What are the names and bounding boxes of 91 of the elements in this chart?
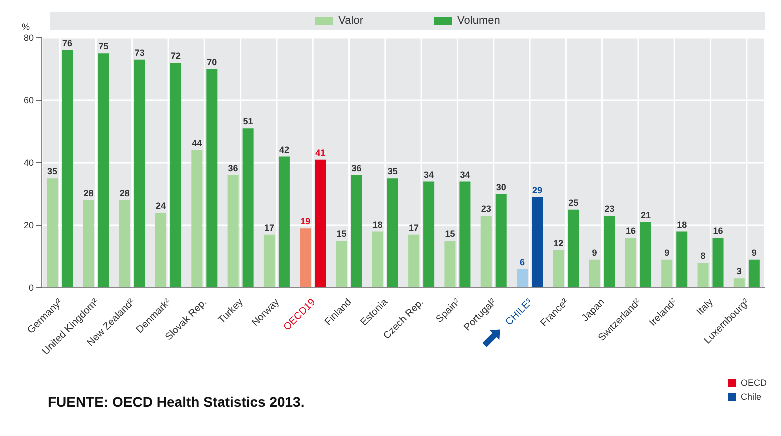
- legend-label: Volumen: [456, 15, 500, 27]
- bar: [408, 234, 420, 288]
- y-tick-label: 80: [24, 33, 34, 44]
- data-label: 42: [279, 144, 290, 155]
- bar: [300, 228, 312, 288]
- bar: [517, 269, 528, 288]
- data-label: 15: [445, 229, 456, 240]
- bar: [387, 178, 398, 288]
- bar: [553, 250, 564, 288]
- data-label: 17: [409, 222, 420, 233]
- data-label: 35: [388, 166, 398, 177]
- data-label: 28: [84, 188, 94, 198]
- bar: [424, 182, 435, 288]
- data-label: 76: [62, 38, 73, 48]
- y-tick-label: 20: [24, 220, 34, 231]
- bar: [119, 200, 130, 288]
- data-label: 21: [640, 210, 651, 220]
- data-label: 17: [264, 222, 274, 233]
- bar: [604, 216, 616, 288]
- bar: [228, 176, 239, 288]
- data-label: 18: [677, 220, 688, 230]
- bar: [444, 241, 456, 288]
- legend-label: Valor: [338, 15, 364, 27]
- data-label: 34: [460, 170, 470, 180]
- data-label: 12: [554, 238, 564, 248]
- data-label: 16: [626, 226, 636, 236]
- y-tick-label: 0: [28, 283, 34, 294]
- data-label: 35: [48, 166, 58, 177]
- bar: [47, 178, 58, 288]
- bar: [748, 260, 760, 288]
- bar: [134, 60, 146, 288]
- bar: [372, 232, 384, 288]
- bar: [98, 54, 110, 288]
- data-label: 36: [228, 164, 238, 174]
- bar: [62, 50, 74, 288]
- data-label: 6: [520, 257, 526, 268]
- data-label: 25: [568, 198, 579, 208]
- data-label: 72: [171, 51, 182, 61]
- data-label: 28: [120, 188, 130, 198]
- data-label: 8: [700, 251, 706, 261]
- bar: [640, 222, 652, 288]
- data-label: 34: [424, 170, 434, 180]
- data-label: 9: [752, 248, 757, 258]
- bar: [662, 260, 673, 288]
- bar: [698, 263, 709, 288]
- text: OECD: [740, 378, 767, 388]
- bar: [206, 69, 218, 288]
- bar: [625, 238, 636, 288]
- data-label: 41: [316, 148, 326, 158]
- text: Chile: [740, 392, 762, 402]
- data-label: 70: [207, 57, 218, 68]
- data-label: 18: [372, 220, 383, 230]
- data-label: 30: [496, 182, 506, 192]
- data-label: 23: [604, 204, 615, 214]
- data-label: 16: [713, 226, 724, 236]
- data-label: 3: [736, 266, 742, 277]
- y-tick-label: 40: [24, 158, 34, 168]
- bar: [351, 176, 362, 288]
- bar: [676, 232, 688, 288]
- bar: [264, 234, 275, 288]
- data-label: 19: [300, 216, 311, 227]
- data-label: 24: [156, 201, 166, 211]
- y-tick-label: 60: [24, 96, 34, 106]
- bar: [192, 150, 203, 288]
- data-label: 44: [192, 138, 202, 148]
- bar: [170, 63, 182, 288]
- y-axis-title: %: [22, 22, 30, 32]
- bar: [589, 260, 600, 288]
- data-label: 23: [481, 204, 492, 214]
- data-label: 9: [664, 248, 670, 258]
- data-label: 75: [98, 42, 109, 52]
- bar: [712, 238, 724, 288]
- bar: [460, 182, 471, 288]
- bar: [568, 210, 580, 288]
- bar: [532, 197, 544, 288]
- bar: [734, 278, 745, 288]
- bar: [242, 128, 254, 288]
- bar: [156, 213, 167, 288]
- data-label: 73: [134, 48, 145, 58]
- bar: [83, 200, 94, 288]
- bar: [336, 241, 348, 288]
- bar: [315, 160, 326, 288]
- data-label: 51: [243, 116, 254, 127]
- data-label: 36: [352, 164, 362, 174]
- bar: [278, 156, 290, 288]
- bar: [480, 216, 492, 288]
- bar: [496, 194, 507, 288]
- source-note: FUENTE: OECD Health Statistics 2013.: [48, 394, 305, 410]
- data-label: 15: [336, 229, 347, 240]
- data-label: 9: [592, 248, 598, 258]
- data-label: 29: [532, 185, 543, 196]
